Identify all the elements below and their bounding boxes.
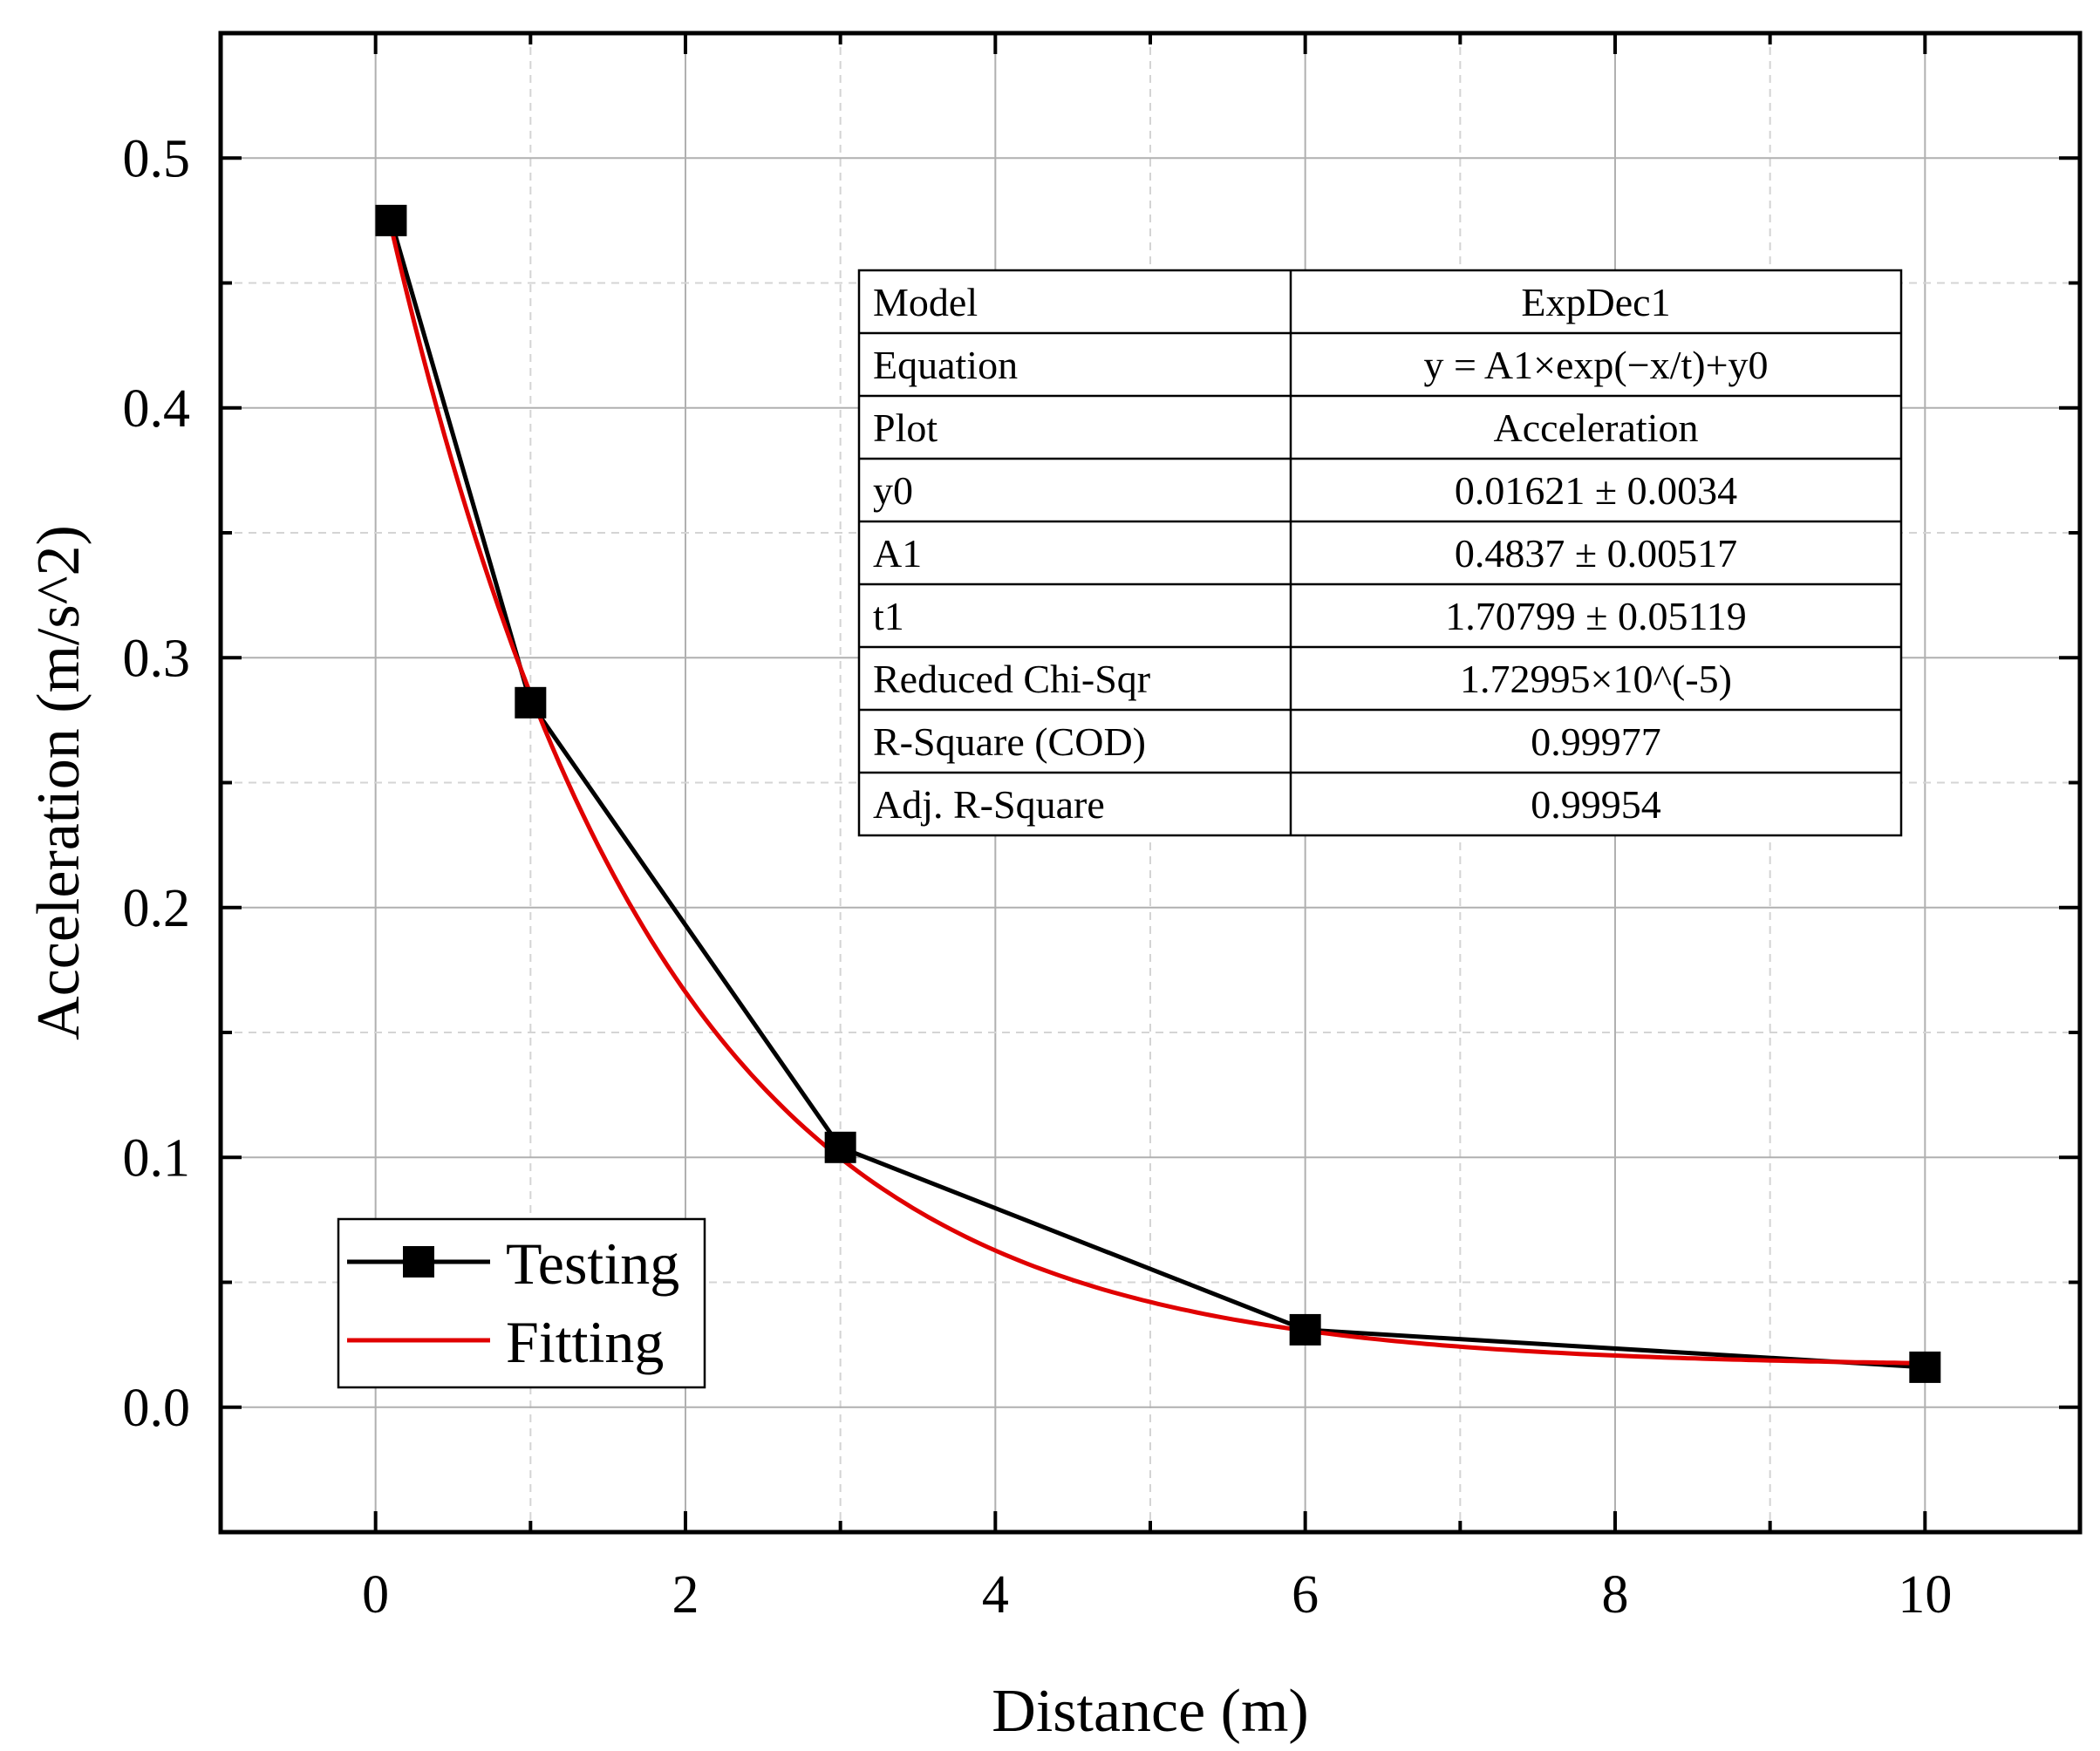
y-tick-label: 0.5 xyxy=(123,129,191,188)
testing-marker xyxy=(824,1131,856,1163)
axis-ticks: 0 2 4 6 8 10 0.0 0.1 0.2 0.3 0.4 0.5 xyxy=(123,33,2080,1625)
fit-table-param-value: 0.01621 ± 0.0034 xyxy=(1455,468,1737,513)
fitting-curve xyxy=(388,226,1926,1366)
legend-testing-label: Testing xyxy=(506,1230,679,1297)
x-tick-label: 8 xyxy=(1602,1565,1629,1625)
x-tick-label: 6 xyxy=(1292,1565,1319,1625)
fit-table-param-value: ExpDec1 xyxy=(1521,280,1670,324)
y-axis-title: Acceleration (m/s^2) xyxy=(25,525,92,1040)
fit-table-param-name: t1 xyxy=(873,594,904,638)
fit-table-param-name: Model xyxy=(873,280,978,324)
legend-box xyxy=(337,1217,706,1389)
y-tick-label: 0.0 xyxy=(123,1379,191,1438)
fit-table-param-name: Plot xyxy=(873,405,938,450)
legend: Testing Fitting xyxy=(337,1217,706,1389)
series xyxy=(375,204,1941,1383)
x-tick-label: 2 xyxy=(672,1565,699,1625)
fit-table-param-name: A1 xyxy=(873,531,922,576)
x-axis-title: Distance (m) xyxy=(992,1678,1308,1745)
legend-fitting-label: Fitting xyxy=(506,1309,664,1375)
fit-table-param-value: 0.99977 xyxy=(1531,719,1661,764)
legend-testing-marker xyxy=(403,1246,434,1277)
fit-table-param-name: Equation xyxy=(873,343,1018,387)
y-tick-label: 0.3 xyxy=(123,629,191,688)
x-tick-label: 4 xyxy=(982,1565,1009,1625)
testing-marker xyxy=(1289,1313,1321,1346)
fit-table-param-value: 0.4837 ± 0.00517 xyxy=(1455,531,1737,576)
fit-table-param-name: Adj. R-Square xyxy=(873,782,1105,827)
fit-table-param-value: 0.99954 xyxy=(1531,782,1661,827)
x-tick-label: 10 xyxy=(1898,1565,1952,1625)
fit-table-param-value: Acceleration xyxy=(1494,405,1699,450)
y-tick-label: 0.4 xyxy=(123,379,191,439)
y-tick-label: 0.1 xyxy=(123,1128,191,1188)
fit-table-param-value: 1.70799 ± 0.05119 xyxy=(1445,594,1747,638)
fit-table-param-name: R-Square (COD) xyxy=(873,719,1146,764)
testing-marker xyxy=(515,686,547,719)
fit-table-param-value: 1.72995×10^(-5) xyxy=(1460,657,1732,701)
fit-table-border xyxy=(857,269,1903,837)
testing-marker xyxy=(375,204,407,236)
fit-table-param-value: y = A1×exp(−x/t)+y0 xyxy=(1423,343,1768,387)
y-tick-label: 0.2 xyxy=(123,879,191,938)
fit-results-table: Model ExpDec1 Equation y = A1×exp(−x/t)+y0 P… xyxy=(857,269,1903,837)
fit-table-param-name: Reduced Chi-Sqr xyxy=(873,657,1150,701)
fit-table-param-name: y0 xyxy=(873,468,913,513)
x-tick-label: 0 xyxy=(362,1565,389,1625)
testing-marker xyxy=(1909,1351,1941,1383)
